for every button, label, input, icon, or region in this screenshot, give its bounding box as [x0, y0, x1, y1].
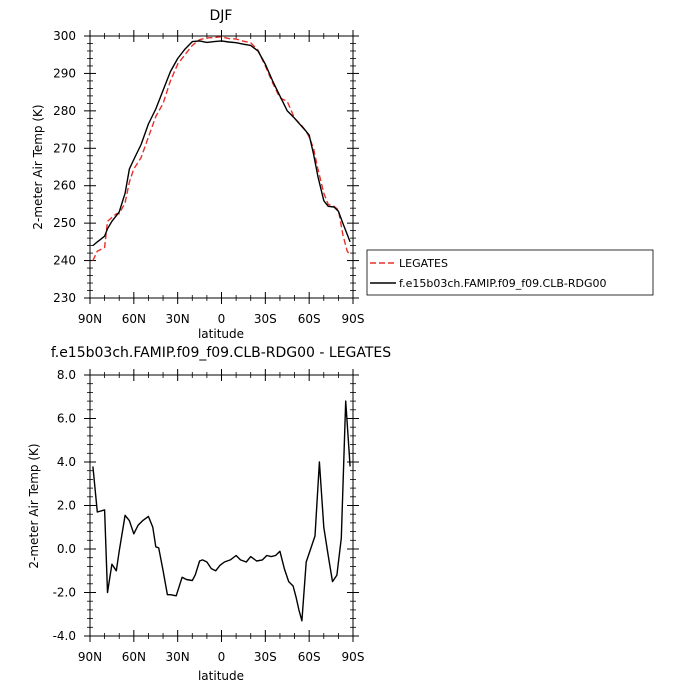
- bottom-y-tick-label: -2.0: [53, 586, 76, 600]
- top-x-tick-label: 30S: [254, 312, 277, 326]
- bottom-series-line-0: [92, 400, 351, 622]
- bottom-plot-title: f.e15b03ch.FAMIP.f09_f09.CLB-RDG00 - LEG…: [51, 345, 391, 361]
- legend-box: [366, 249, 654, 296]
- top-x-tick-label: 60N: [122, 312, 146, 326]
- bottom-tick-marks: [84, 369, 359, 642]
- top-x-tick-label: 0: [218, 312, 226, 326]
- top-y-tick-label: 300: [53, 29, 76, 43]
- bottom-panel: f.e15b03ch.FAMIP.f09_f09.CLB-RDG00 - LEG…: [27, 345, 391, 683]
- bottom-x-tick-label: 60S: [298, 650, 321, 664]
- bottom-y-tick-labels: -4.0 -2.0 0.0 2.0 4.0 6.0 8.0: [53, 368, 76, 643]
- top-x-axis-title: latitude: [198, 327, 244, 341]
- legend-label-legates: LEGATES: [399, 257, 448, 270]
- top-series-lines: [92, 36, 351, 261]
- top-plot-title: DJF: [210, 8, 233, 24]
- bottom-x-tick-labels: 90N 60N 30N 0 30S 60S 90S: [78, 650, 365, 664]
- top-y-tick-label: 250: [53, 216, 76, 230]
- top-series-line-1: [92, 40, 351, 247]
- top-y-tick-label: 270: [53, 141, 76, 155]
- top-x-tick-label: 60S: [298, 312, 321, 326]
- bottom-plot-frame: [89, 374, 354, 637]
- bottom-x-tick-label: 0: [218, 650, 226, 664]
- top-x-tick-label: 90S: [342, 312, 365, 326]
- bottom-series-lines: [92, 400, 351, 622]
- bottom-y-tick-label: 8.0: [57, 368, 76, 382]
- bottom-x-tick-label: 30N: [166, 650, 190, 664]
- top-y-axis-title: 2-meter Air Temp (K): [31, 104, 45, 229]
- bottom-y-tick-label: 0.0: [57, 542, 76, 556]
- bottom-y-axis-title: 2-meter Air Temp (K): [27, 443, 41, 568]
- bottom-y-tick-label: 6.0: [57, 412, 76, 426]
- legend-label-model: f.e15b03ch.FAMIP.f09_f09.CLB-RDG00: [399, 277, 607, 290]
- top-y-tick-label: 230: [53, 291, 76, 305]
- top-x-tick-label: 90N: [78, 312, 102, 326]
- top-y-tick-labels: 230 240 250 260 270 280 290 300: [53, 29, 76, 305]
- top-panel: DJF 230 240 250 260 270 280 290 300 90N 60N 30N 0 3…: [31, 8, 364, 341]
- bottom-y-tick-label: 2.0: [57, 499, 76, 513]
- top-x-tick-label: 30N: [166, 312, 190, 326]
- top-plot-frame: [89, 35, 354, 299]
- bottom-x-tick-label: 60N: [122, 650, 146, 664]
- top-y-tick-label: 240: [53, 254, 76, 268]
- bottom-x-tick-label: 90S: [342, 650, 365, 664]
- top-y-tick-label: 290: [53, 66, 76, 80]
- top-x-tick-labels: 90N 60N 30N 0 30S 60S 90S: [78, 312, 365, 326]
- top-y-tick-label: 280: [53, 104, 76, 118]
- bottom-x-axis-title: latitude: [198, 669, 244, 683]
- top-series-line-0: [92, 36, 351, 261]
- bottom-y-tick-label: 4.0: [57, 455, 76, 469]
- bottom-x-tick-label: 90N: [78, 650, 102, 664]
- legend: LEGATES f.e15b03ch.FAMIP.f09_f09.CLB-RDG…: [366, 249, 654, 296]
- bottom-y-tick-label: -4.0: [53, 629, 76, 643]
- top-y-tick-label: 260: [53, 179, 76, 193]
- bottom-x-tick-label: 30S: [254, 650, 277, 664]
